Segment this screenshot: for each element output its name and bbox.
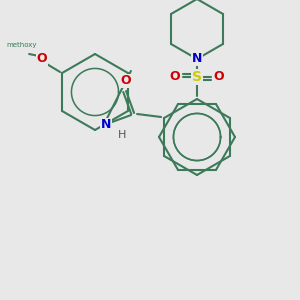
Text: O: O <box>214 70 224 83</box>
Text: N: N <box>192 52 202 65</box>
Text: O: O <box>121 74 131 88</box>
Text: O: O <box>37 52 47 65</box>
Text: H: H <box>118 130 126 140</box>
Text: methoxy: methoxy <box>7 42 37 48</box>
Text: S: S <box>192 70 202 84</box>
Text: O: O <box>170 70 180 83</box>
Text: N: N <box>101 118 111 131</box>
